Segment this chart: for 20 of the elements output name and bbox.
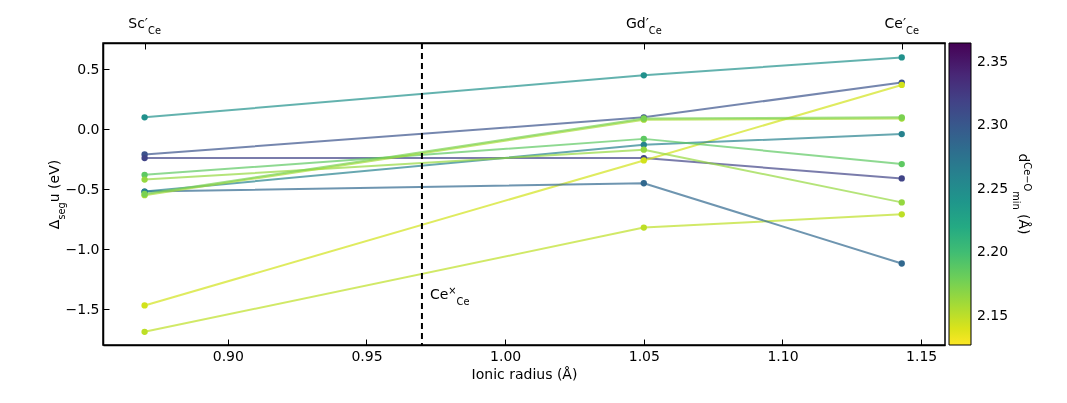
annotation: Gd′$_{Ce}$: [625, 15, 662, 36]
x-tick-label: 0.90: [212, 347, 244, 364]
color-bar-label: 2.35: [977, 53, 1009, 70]
color-bar-label: 2.30: [977, 116, 1009, 133]
x-tick-label: 1.15: [906, 347, 938, 364]
color-bar-label: 2.15: [977, 306, 1009, 323]
y-tick-label: −1.0: [65, 240, 100, 257]
color-bar-label: 2.20: [977, 243, 1009, 260]
y-tick-label: 0.5: [77, 60, 100, 77]
x-tick-label: 1.00: [490, 347, 522, 364]
annotation: Sc′$_{Ce}$: [128, 15, 161, 36]
annotation: Ce′$_{Ce}$: [884, 15, 919, 36]
x-tick-label: 1.05: [628, 347, 660, 364]
y-tick-label: −0.5: [65, 180, 100, 197]
y-tick-label: −1.5: [65, 300, 100, 317]
x-tick-label: 0.95: [351, 347, 383, 364]
x-tick-label: 1.10: [767, 347, 799, 364]
x-axis-title: Ionic radius (Å): [471, 365, 578, 382]
y-tick-label: 0.0: [77, 120, 100, 137]
color-bar-label: 2.25: [977, 179, 1009, 196]
